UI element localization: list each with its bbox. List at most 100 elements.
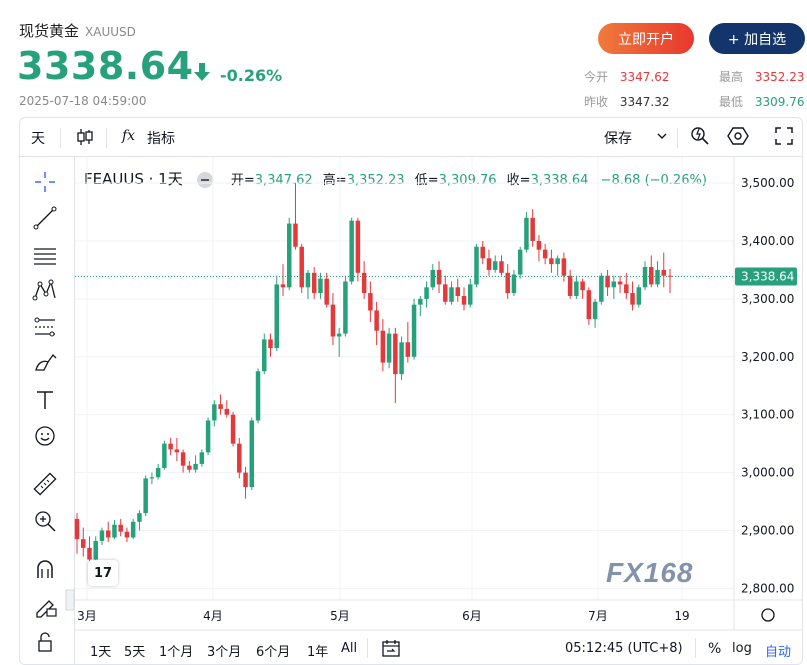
- instrument-title: 现货黄金 XAUUSD: [19, 20, 136, 41]
- y-tick-label: 2,800.00: [741, 581, 794, 595]
- range-bar: 1天 5天 1个月 3个月 6个月 1年 All 05:12:45 (UTC+8…: [75, 630, 802, 664]
- candle-body: [274, 284, 279, 349]
- candle-body: [168, 443, 173, 450]
- candle-body: [130, 521, 136, 538]
- pattern-icon[interactable]: [32, 278, 58, 304]
- candle-body: [330, 304, 336, 337]
- quick-search-icon[interactable]: [690, 126, 710, 146]
- clock[interactable]: 05:12:45 (UTC+8): [565, 641, 683, 656]
- trend-line-icon[interactable]: [32, 205, 58, 231]
- candle-body: [93, 540, 98, 560]
- candle-body: [155, 467, 161, 478]
- candle-body: [355, 220, 361, 273]
- range-all[interactable]: All: [341, 641, 358, 656]
- candle-body: [180, 452, 186, 466]
- candle-body: [224, 408, 230, 415]
- goto-date-icon[interactable]: [381, 638, 401, 658]
- y-tick-label: 3,100.00: [741, 408, 794, 422]
- candle-body: [418, 298, 423, 305]
- legend-change-value: −8.68 (−0.26%): [600, 173, 707, 188]
- candle-body: [249, 420, 255, 488]
- settings-icon[interactable]: [727, 126, 749, 146]
- unlock-icon[interactable]: [32, 629, 58, 655]
- prev-close-value: 3347.32: [619, 95, 670, 109]
- toolbar-divider: [60, 128, 61, 148]
- fib-retracement-icon[interactable]: [32, 314, 58, 340]
- candle-body: [268, 339, 273, 349]
- low-label: 最低: [719, 95, 744, 109]
- crosshair-icon[interactable]: [32, 169, 58, 195]
- range-1m[interactable]: 1个月: [159, 645, 194, 660]
- y-tick-label: 3,000.00: [741, 466, 794, 480]
- interval-selector[interactable]: 天: [31, 131, 45, 147]
- candle-body: [311, 272, 317, 294]
- legend-open-value: 3,347.62: [254, 173, 313, 188]
- candle-body: [299, 246, 304, 288]
- ruler-icon[interactable]: [32, 471, 58, 497]
- candle-body: [318, 278, 323, 294]
- fx-icon[interactable]: fx: [122, 128, 136, 144]
- high-value: 3352.23: [754, 70, 805, 84]
- magnet-icon[interactable]: [32, 556, 58, 582]
- save-button[interactable]: 保存: [604, 131, 632, 147]
- candle-body: [237, 443, 242, 473]
- auto-toggle[interactable]: 自动: [765, 645, 792, 660]
- candle-body: [555, 258, 560, 265]
- log-toggle[interactable]: log: [732, 641, 752, 656]
- candle-body: [505, 272, 510, 294]
- range-1y[interactable]: 1年: [307, 645, 329, 660]
- candle-body: [636, 287, 642, 305]
- emoji-icon[interactable]: [32, 423, 58, 449]
- add-watchlist-button[interactable]: + 加自选: [709, 23, 805, 54]
- range-5d[interactable]: 5天: [124, 645, 146, 660]
- percent-toggle[interactable]: %: [708, 641, 722, 657]
- lock-drawing-icon[interactable]: [32, 592, 58, 618]
- candle-body: [455, 287, 461, 296]
- y-tick-label: 2,900.00: [741, 524, 794, 538]
- toolbar-divider: [106, 128, 107, 148]
- axis-settings-icon[interactable]: [761, 608, 775, 622]
- open-account-button[interactable]: 立即开户: [598, 23, 694, 54]
- brush-icon[interactable]: [32, 350, 58, 376]
- y-tick-label: 3,500.00: [741, 176, 794, 190]
- candle-body: [187, 465, 192, 470]
- candle-body: [405, 342, 411, 357]
- x-tick-label: 3月: [77, 609, 97, 623]
- candle-body: [592, 301, 598, 320]
- candle-body: [443, 284, 448, 302]
- candle-body: [74, 518, 80, 540]
- candle-body: [293, 223, 298, 247]
- candle-body: [230, 414, 236, 444]
- prev-close-label: 昨收: [584, 95, 609, 109]
- range-3m[interactable]: 3个月: [207, 645, 242, 660]
- instrument-symbol: XAUUSD: [85, 25, 136, 39]
- candle-body: [486, 258, 492, 270]
- tradingview-logo[interactable]: 17: [88, 560, 118, 586]
- candle-body: [393, 333, 398, 375]
- candle-body: [574, 281, 579, 296]
- indicators-button[interactable]: 指标: [147, 131, 175, 147]
- high-label: 最高: [719, 70, 744, 84]
- chevron-down-icon[interactable]: [656, 131, 668, 141]
- fullscreen-icon[interactable]: [775, 127, 793, 145]
- last-price-badge: [735, 267, 797, 286]
- text-icon[interactable]: [32, 387, 58, 413]
- zoom-in-icon[interactable]: [32, 508, 58, 534]
- candle-type-icon[interactable]: [76, 128, 94, 146]
- candle-body: [118, 524, 123, 532]
- candle-body: [162, 443, 167, 468]
- candle-body: [630, 293, 635, 305]
- low-stat: 最低 3309.76: [719, 93, 804, 110]
- horizontal-lines-icon[interactable]: [32, 243, 58, 269]
- range-1d[interactable]: 1天: [90, 645, 112, 660]
- candle-body: [411, 304, 417, 357]
- candle-body: [205, 420, 211, 453]
- candle-body: [380, 330, 386, 363]
- candle-body: [336, 333, 342, 337]
- range-6m[interactable]: 6个月: [256, 645, 291, 660]
- candle-body: [524, 217, 529, 250]
- candle-body: [143, 478, 148, 514]
- candle-body: [617, 281, 623, 285]
- candle-body: [199, 452, 205, 464]
